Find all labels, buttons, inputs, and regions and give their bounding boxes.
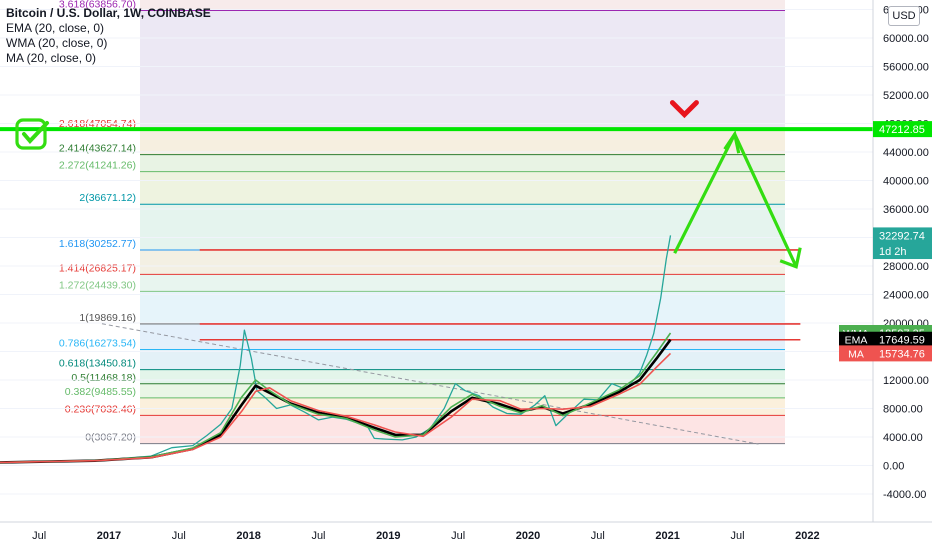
fib-level-label: 0.5(11468.18) <box>71 372 136 384</box>
x-tick-label: Jul <box>591 530 605 542</box>
indicator-tag-label: EMA <box>845 335 868 347</box>
y-tick-label: 44000.00 <box>883 147 929 159</box>
price-tag-bg <box>873 227 932 244</box>
series-line <box>0 235 672 464</box>
y-tick-label: 52000.00 <box>883 90 929 102</box>
symbol-title: Bitcoin / U.S. Dollar, 1W, COINBASE <box>6 6 211 20</box>
fib-level-label: 0.236(7032.46) <box>65 403 136 415</box>
fib-level-label: 1.618(30252.77) <box>59 238 136 250</box>
y-tick-label: 28000.00 <box>883 261 929 273</box>
fib-band <box>140 323 785 350</box>
price-tag-text: 32292.74 <box>879 230 925 242</box>
fib-level-label: 2.272(41241.26) <box>59 160 136 172</box>
indicator-ma-label[interactable]: MA (20, close, 0) <box>6 51 97 65</box>
x-tick-label: Jul <box>172 530 186 542</box>
fib-level-label: 1.272(24439.30) <box>59 279 136 291</box>
y-tick-label: -4000.00 <box>883 489 926 501</box>
fib-band <box>140 349 785 370</box>
trend-line <box>101 323 759 445</box>
x-tick-label: Jul <box>730 530 744 542</box>
y-tick-label: 56000.00 <box>883 62 929 74</box>
checkbox-icon <box>15 118 47 150</box>
fib-band <box>140 130 785 155</box>
currency-button[interactable]: USD <box>888 6 920 26</box>
x-tick-label: 2020 <box>516 530 540 542</box>
fib-band <box>140 154 785 172</box>
series-line <box>0 332 672 464</box>
price-tag-bg <box>873 121 932 138</box>
fib-band <box>140 204 785 250</box>
fib-band <box>140 171 785 205</box>
x-tick-label: Jul <box>32 530 46 542</box>
check-mark-icon <box>22 121 49 144</box>
x-tick-label: 2017 <box>97 530 121 542</box>
fib-level-label: 0(3067.20) <box>85 432 136 444</box>
series-line <box>0 338 672 464</box>
x-tick-label: Jul <box>451 530 465 542</box>
price-tag-text: 1d 2h <box>879 246 907 258</box>
fib-level-label: 0.382(9485.55) <box>65 386 136 398</box>
x-tick-label: 2019 <box>376 530 400 542</box>
price-tag-text: 17649.59 <box>879 335 925 347</box>
red-chevron-icon <box>669 100 699 119</box>
indicator-tag-bg <box>839 331 873 348</box>
fib-level-label: 2(36671.12) <box>79 192 136 204</box>
x-tick-label: 2021 <box>655 530 679 542</box>
fib-band <box>140 291 785 324</box>
fib-level-label: 1(19869.16) <box>79 312 136 324</box>
fib-level-label: 0.618(13450.81) <box>59 358 136 370</box>
indicator-tag-bg <box>839 345 873 362</box>
fib-level-label: 3.618(63856.70) <box>59 0 136 11</box>
x-tick-label: 2018 <box>236 530 260 542</box>
fib-level-label: 0.786(16273.54) <box>59 338 136 350</box>
price-tag-text: 15734.76 <box>879 348 925 360</box>
projection-arrow-head <box>723 130 741 154</box>
y-tick-label: 8000.00 <box>883 404 923 416</box>
series-line <box>0 352 672 464</box>
y-tick-label: 40000.00 <box>883 176 929 188</box>
chart-legend: Bitcoin / U.S. Dollar, 1W, COINBASE EMA … <box>6 6 211 66</box>
fib-band-top <box>140 0 785 11</box>
fib-level-label: 2.414(43627.14) <box>59 143 136 155</box>
fib-level-label: 1.414(26825.17) <box>59 262 136 274</box>
y-tick-label: 24000.00 <box>883 290 929 302</box>
price-tag-bg <box>873 345 932 362</box>
price-tag-bg <box>873 243 932 260</box>
fib-band <box>140 249 785 275</box>
indicator-ema-label[interactable]: EMA (20, close, 0) <box>6 21 105 35</box>
y-tick-label: 12000.00 <box>883 375 929 387</box>
fib-band <box>140 274 785 292</box>
indicator-tag-label: MA <box>848 348 864 360</box>
x-tick-label: 2022 <box>795 530 819 542</box>
price-tag-text: 47212.85 <box>879 124 925 136</box>
projection-arrow-head <box>779 247 802 269</box>
price-axis <box>873 0 932 550</box>
y-tick-label: 0.00 <box>883 461 904 473</box>
y-tick-label: 60000.00 <box>883 33 929 45</box>
y-tick-label: 4000.00 <box>883 432 923 444</box>
indicator-wma-label[interactable]: WMA (20, close, 0) <box>6 36 108 50</box>
price-tag-bg <box>873 331 932 348</box>
y-tick-label: 36000.00 <box>883 204 929 216</box>
fib-band <box>140 415 785 444</box>
x-tick-label: Jul <box>311 530 325 542</box>
